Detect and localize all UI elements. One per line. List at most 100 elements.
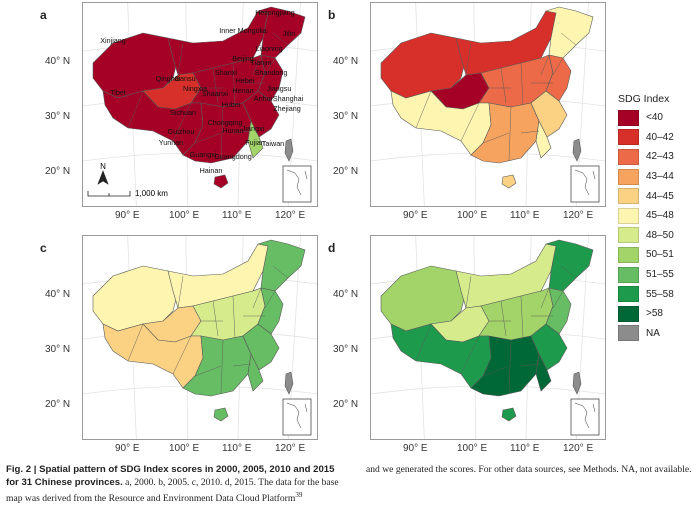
scale-bar-label: 1,000 km [135,189,168,198]
province-border [194,365,222,377]
region-west [92,32,179,99]
province-border [508,106,512,162]
map-panel-c [82,235,318,440]
panel-letter: d [328,241,336,255]
caption-superscript: 39 [295,491,303,499]
legend-label: 50–51 [646,249,674,261]
latitude-tick-label: 20° N [333,399,359,410]
province-label: Tibet [110,88,126,97]
province-label: Ningxia [183,84,207,93]
latitude-tick-label: 20° N [333,166,359,177]
longitude-tick-label: 90° E [115,210,140,221]
province-border [500,67,507,104]
longitude-tick-label: 120° E [563,443,594,454]
province-border [552,57,564,76]
province-border [465,275,472,309]
legend-item: <40 [618,108,698,128]
province-label: Qinghai [156,74,181,83]
legend-item: 55–58 [618,284,698,304]
province-label: Hunan [222,126,243,135]
province-border [560,32,577,46]
longitude-tick-label: 120° E [563,210,594,221]
legend-item: NA [618,324,698,344]
map-svg [371,3,605,206]
region-taiwan [284,138,294,162]
region-south [182,102,252,164]
province-border [232,130,252,134]
province-border [520,62,524,106]
region-hainan [213,407,229,422]
legend-swatch [618,286,639,303]
province-border [264,290,276,309]
region-west [92,265,179,332]
map-panel-b [370,2,606,207]
province-border [232,363,252,367]
panel-letter: a [40,8,47,22]
province-label: Taiwan [262,139,284,148]
panel-letter: c [40,241,47,255]
province-border [220,339,224,395]
longitude-tick-label: 100° E [457,443,488,454]
province-label: Yunnan [159,138,183,147]
province-label: Jiangsu [267,84,292,93]
south-china-sea-inset [570,398,600,436]
province-border [460,335,480,375]
province-border [232,62,236,106]
legend-item: 42–43 [618,147,698,167]
province-label: Zhejiang [273,104,301,113]
legend-swatch [618,305,639,322]
longitude-tick-label: 110° E [510,443,540,454]
region-hainan [501,174,517,189]
province-border [465,42,472,76]
latitude-tick-label: 40° N [333,289,359,300]
north-arrow-icon [97,170,109,185]
region-east [257,287,284,335]
region-east [257,54,284,102]
province-border [252,287,262,309]
legend-swatch [618,207,639,224]
legend-swatch [618,148,639,165]
legend-label: 51–55 [646,269,674,281]
region-east [545,287,572,335]
legend-label: 43–44 [646,171,674,183]
province-label: Gansu [174,74,195,83]
province-label: Hebei [236,76,255,85]
province-label: Shandong [255,68,288,77]
longitude-tick-label: 120° E [275,443,306,454]
map-panel-a: Heilongjiang Jilin Liaoning Inner Mongolia X… [82,2,318,207]
region-fujian [247,120,264,159]
legend-item: 44–45 [618,186,698,206]
province-border [560,265,577,279]
province-border [220,106,224,162]
province-border [172,102,192,142]
region-taiwan [572,138,582,162]
province-label: Shaanxi [202,89,228,98]
legend-label: 44–45 [646,190,674,202]
legend-swatch [618,129,639,146]
province-border [482,365,510,377]
province-label: Guangxi [190,150,217,159]
province-border [242,335,252,355]
longitude-tick-label: 120° E [275,210,306,221]
legend-label: NA [646,327,660,339]
map-svg [371,236,605,439]
legend-item: 51–55 [618,265,698,285]
province-border [252,54,262,76]
province-label: Heilongjiang [255,8,295,17]
longitude-tick-label: 100° E [457,210,488,221]
north-arrow-label: N [100,162,106,171]
province-label: Tianjin [251,58,272,67]
south-china-sea-inset [282,398,312,436]
province-border [540,287,550,309]
province-border [212,67,219,104]
region-hainan [501,407,517,422]
legend-swatch [618,227,639,244]
province-border [212,300,219,337]
province-border [264,57,276,76]
caption-column-1: Fig. 2 | Spatial pattern of SDG Index sc… [6,463,348,505]
province-border [552,290,564,309]
region-hainan [213,174,229,189]
south-china-sea-inset [282,165,312,203]
province-border [508,339,512,395]
